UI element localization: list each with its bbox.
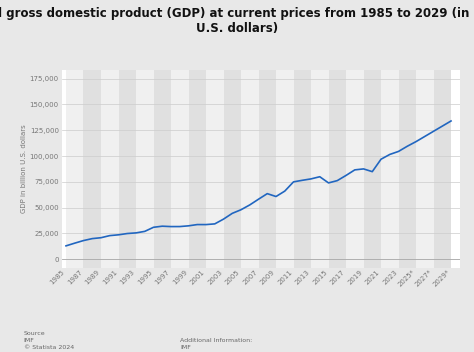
Bar [241, 70, 258, 268]
Bar [154, 70, 171, 268]
Y-axis label: GDP in billion U.S. dollars: GDP in billion U.S. dollars [21, 125, 27, 213]
Bar [206, 70, 224, 268]
Bar [118, 70, 136, 268]
Bar [434, 70, 451, 268]
Bar [381, 70, 399, 268]
Bar [276, 70, 293, 268]
Bar [311, 70, 328, 268]
Bar [189, 70, 206, 268]
Bar [101, 70, 118, 268]
Text: Source
IMF
© Statista 2024: Source IMF © Statista 2024 [24, 331, 74, 350]
Bar [136, 70, 154, 268]
Bar [258, 70, 276, 268]
Bar [83, 70, 101, 268]
Bar [293, 70, 311, 268]
Text: Global gross domestic product (GDP) at current prices from 1985 to 2029 (in bill: Global gross domestic product (GDP) at c… [0, 7, 474, 35]
Bar [346, 70, 364, 268]
Bar [171, 70, 189, 268]
Bar [416, 70, 434, 268]
Text: Additional Information:
IMF: Additional Information: IMF [180, 338, 252, 350]
Bar [328, 70, 346, 268]
Bar [364, 70, 381, 268]
Bar [66, 70, 83, 268]
Bar [399, 70, 416, 268]
Bar [224, 70, 241, 268]
